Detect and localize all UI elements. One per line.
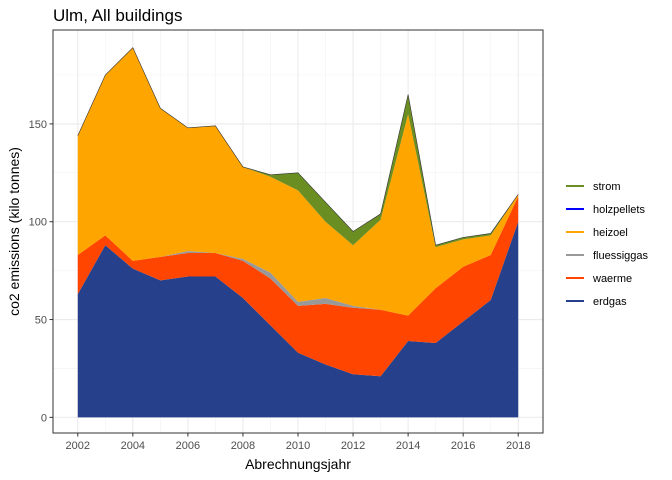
x-tick-label: 2008 bbox=[231, 440, 255, 452]
area-erdgas bbox=[77, 221, 519, 418]
x-axis-title: Abrechnungsjahr bbox=[245, 456, 351, 472]
y-axis-title: co2 emissions (kilo tonnes) bbox=[6, 147, 22, 316]
y-tick-label: 100 bbox=[29, 217, 47, 229]
area-strom bbox=[77, 47, 519, 248]
x-tick-label: 2002 bbox=[66, 440, 90, 452]
stacked-areas bbox=[77, 47, 519, 418]
x-tick-label: 2014 bbox=[396, 440, 420, 452]
area-waerme bbox=[77, 196, 519, 377]
y-tick-label: 0 bbox=[41, 412, 47, 424]
y-tick-label: 50 bbox=[35, 315, 47, 327]
x-tick-label: 2006 bbox=[176, 440, 200, 452]
x-tick-label: 2018 bbox=[506, 440, 530, 452]
x-tick-label: 2012 bbox=[341, 440, 365, 452]
x-tick-label: 2016 bbox=[451, 440, 475, 452]
legend-label-waerme: waerme bbox=[592, 273, 632, 285]
legend-label-fluessiggas: fluessiggas bbox=[593, 250, 649, 262]
stack-top-outline bbox=[77, 47, 519, 246]
axes: 0 50 100 150 2002 2004 2006 2008 2010 2012 2014 201… bbox=[29, 119, 531, 452]
area-fluessiggas bbox=[77, 196, 519, 316]
legend-label-strom: strom bbox=[593, 181, 621, 193]
x-tick-label: 2004 bbox=[121, 440, 145, 452]
y-tick-label: 150 bbox=[29, 119, 47, 131]
legend-label-holzpellets: holzpellets bbox=[593, 204, 645, 216]
area-heizoel bbox=[77, 47, 519, 316]
legend-label-erdgas: erdgas bbox=[593, 296, 627, 308]
chart-title: Ulm, All buildings bbox=[53, 6, 182, 25]
x-tick-label: 2010 bbox=[286, 440, 310, 452]
legend-label-heizoel: heizoel bbox=[593, 227, 628, 239]
legend: strom holzpellets heizoel fluessiggas waerme… bbox=[566, 181, 649, 308]
